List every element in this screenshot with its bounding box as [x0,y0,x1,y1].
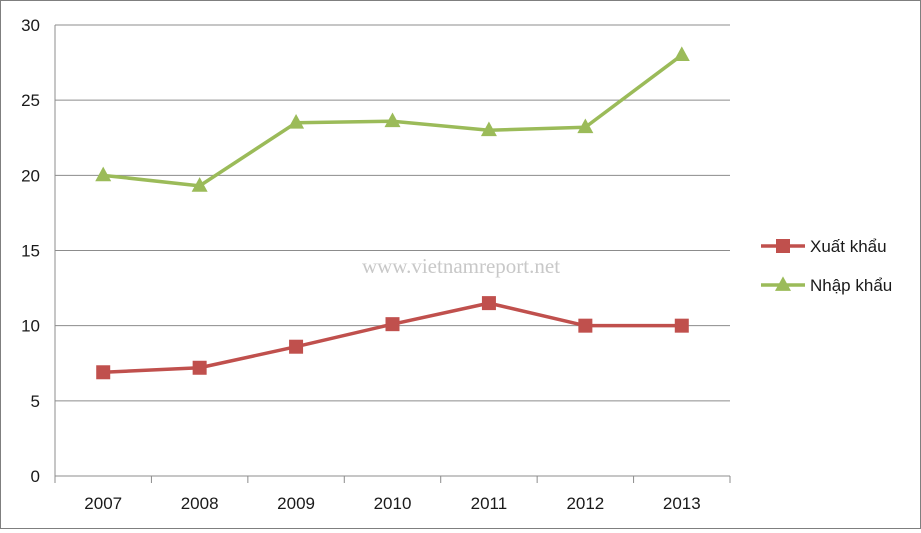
data-point [192,360,207,375]
x-tick-label: 2009 [277,494,315,513]
data-point [191,177,208,192]
data-point [289,339,304,354]
data-point [577,118,594,134]
series-1 [95,46,690,192]
data-point [385,317,400,332]
data-point [481,296,496,311]
legend: Xuất khẩu Nhập khẩu [761,237,892,295]
legend-marker [776,239,790,253]
x-tick-label: 2007 [84,494,122,513]
y-tick-label: 0 [31,467,40,486]
data-point [480,121,497,137]
x-tick-label: 2013 [663,494,701,513]
axes: 0 5 10 15 20 25 30 2007 2008 2009 2010 2011 2012 2013 [21,16,731,513]
data-point [578,318,593,333]
y-tick-label: 15 [21,242,40,261]
series-0 [96,296,689,380]
y-tick-label: 10 [21,317,40,336]
x-tick-label: 2011 [471,494,508,513]
legend-marker [775,276,791,291]
data-point [384,112,401,128]
data-point [96,365,111,380]
data-point [288,114,305,129]
legend-entry-0: Xuất khẩu [761,237,887,256]
data-point [95,166,112,182]
y-tick-label: 25 [21,91,40,110]
data-point [674,318,689,333]
data-point [673,46,690,61]
y-tick-label: 20 [21,166,40,185]
series-layer [95,46,690,380]
x-tick-label: 2010 [374,494,412,513]
legend-label: Nhập khẩu [810,276,892,295]
x-tick-label: 2008 [181,494,219,513]
legend-entry-1: Nhập khẩu [761,276,892,295]
series-line [103,301,682,375]
watermark: www.vietnamreport.net [362,254,560,278]
y-tick-label: 5 [31,392,40,411]
x-tick-label: 2012 [566,494,604,513]
gridlines [55,24,730,402]
y-tick-label: 30 [21,16,40,35]
legend-label: Xuất khẩu [810,237,887,256]
